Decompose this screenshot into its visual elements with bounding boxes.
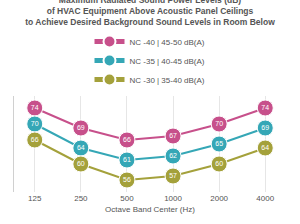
- svg-text:65: 65: [215, 140, 223, 147]
- svg-text:4000: 4000: [256, 194, 274, 203]
- svg-text:NC -40 | 45-50 dB(A): NC -40 | 45-50 dB(A): [130, 38, 205, 47]
- svg-text:56: 56: [123, 176, 131, 183]
- svg-text:62: 62: [169, 152, 177, 159]
- svg-text:67: 67: [169, 132, 177, 139]
- svg-text:60: 60: [77, 160, 85, 167]
- svg-text:66: 66: [123, 136, 131, 143]
- svg-text:69: 69: [261, 124, 269, 131]
- svg-text:125: 125: [28, 194, 42, 203]
- svg-text:250: 250: [74, 194, 88, 203]
- svg-text:64: 64: [77, 144, 85, 151]
- svg-text:Octave Band Center (Hz): Octave Band Center (Hz): [105, 205, 195, 214]
- svg-text:69: 69: [77, 124, 85, 131]
- svg-text:NC -35 | 40-45 dB(A): NC -35 | 40-45 dB(A): [130, 57, 205, 66]
- svg-text:Maximum Radiated Sound Power L: Maximum Radiated Sound Power Levels (dB)…: [25, 0, 275, 27]
- svg-text:500: 500: [120, 194, 134, 203]
- svg-text:61: 61: [123, 156, 131, 163]
- svg-text:2000: 2000: [210, 194, 228, 203]
- svg-text:1000: 1000: [164, 194, 182, 203]
- svg-text:57: 57: [169, 172, 177, 179]
- svg-text:64: 64: [261, 144, 269, 151]
- svg-text:74: 74: [261, 104, 269, 111]
- svg-text:70: 70: [215, 120, 223, 127]
- svg-text:70: 70: [31, 120, 39, 127]
- svg-text:74: 74: [31, 104, 39, 111]
- svg-text:NC -30 | 35-40 dB(A): NC -30 | 35-40 dB(A): [130, 76, 205, 85]
- svg-text:66: 66: [31, 136, 39, 143]
- svg-text:60: 60: [215, 160, 223, 167]
